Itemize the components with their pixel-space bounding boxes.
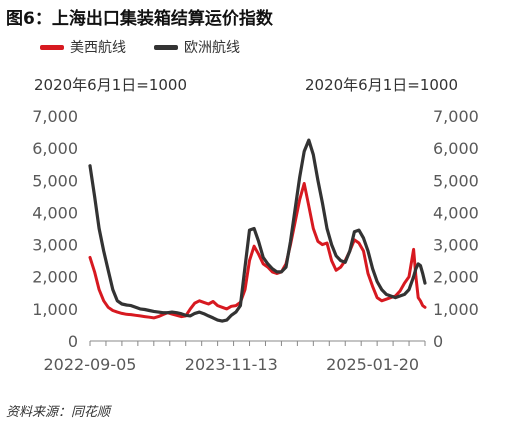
y-tick-label-right: 6,000 (433, 139, 479, 158)
legend-swatch-europe (154, 44, 178, 50)
series-line-us-west (88, 182, 427, 320)
legend-label-us-west: 美西航线 (70, 40, 126, 56)
x-tick-label: 2023-11-13 (185, 355, 278, 374)
y-tick-label-right: 2,000 (433, 268, 479, 287)
x-tick-label: 2022-09-05 (44, 355, 137, 374)
y-tick-label-left: 5,000 (32, 171, 78, 190)
source-note: 资料来源：同花顺 (6, 405, 111, 420)
legend-item-europe: 欧洲航线 (154, 37, 240, 57)
y-tick-label-left: 7,000 (32, 107, 78, 126)
y-tick-label-right: 7,000 (433, 107, 479, 126)
y-tick-label-right: 0 (433, 332, 443, 351)
y-tick-label-right: 5,000 (433, 171, 479, 190)
chart-legend: 美西航线 欧洲航线 (40, 37, 240, 57)
chart-title: 图6：上海出口集装箱结算运价指数 (6, 9, 273, 29)
y-tick-label-left: 3,000 (32, 236, 78, 255)
y-tick-label-left: 0 (68, 332, 78, 351)
legend-label-europe: 欧洲航线 (184, 40, 240, 56)
legend-swatch-us-west (40, 44, 64, 50)
left-axis-unit-label: 2020年6月1日=1000 (34, 76, 188, 94)
right-axis-unit-label: 2020年6月1日=1000 (305, 76, 459, 94)
y-tick-label-right: 4,000 (433, 203, 479, 222)
legend-item-us-west: 美西航线 (40, 37, 126, 57)
y-tick-label-left: 1,000 (32, 300, 78, 319)
y-tick-label-left: 4,000 (32, 203, 78, 222)
series-line-europe (88, 138, 427, 323)
y-tick-label-left: 6,000 (32, 139, 78, 158)
y-tick-label-right: 3,000 (433, 236, 479, 255)
x-tick-label: 2025-01-20 (326, 355, 419, 374)
y-tick-label-left: 2,000 (32, 268, 78, 287)
y-tick-label-right: 1,000 (433, 300, 479, 319)
